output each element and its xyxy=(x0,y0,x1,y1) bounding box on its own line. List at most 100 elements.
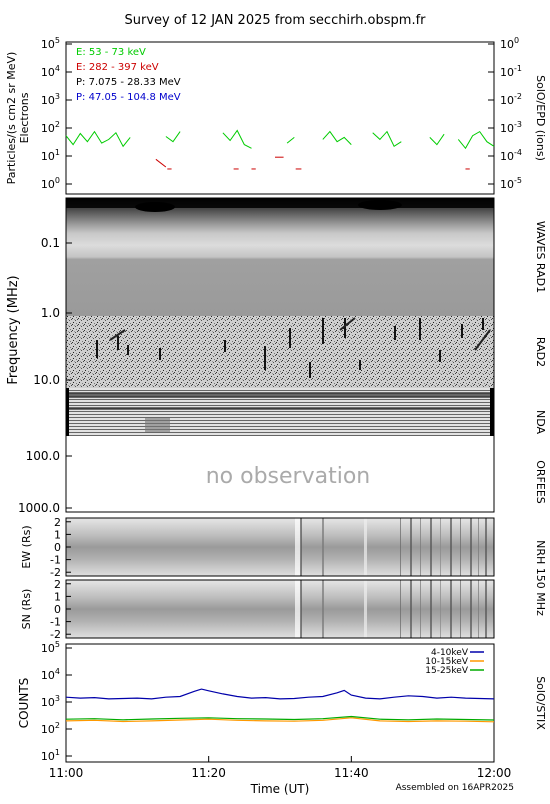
nda-edge-right xyxy=(490,388,494,436)
nrh-ew-panel: 210-1-2 EW (Rs) xyxy=(20,516,495,579)
stix-tick-label: 104 xyxy=(41,667,60,682)
nrh-stripe xyxy=(460,518,461,576)
nrh-stripe xyxy=(460,580,461,638)
nrh-stripe xyxy=(440,580,441,638)
nrh-stripe xyxy=(295,580,301,638)
radio-tick-label: 100.0 xyxy=(26,449,60,463)
x-tick-label: 11:00 xyxy=(49,766,84,780)
epd-tick-label-right: 10-5 xyxy=(500,176,522,191)
x-tick-label: 11:20 xyxy=(191,766,226,780)
epd-tick-label-left: 103 xyxy=(41,92,60,107)
label-nrh: NRH 150 MHz xyxy=(534,540,547,616)
nrh-sn-image xyxy=(65,579,495,639)
stix-tick-label: 103 xyxy=(41,694,60,709)
legend-electron-high: E: 282 - 397 keV xyxy=(76,62,159,73)
stix-line-0 xyxy=(65,688,495,700)
legend-proton-low: P: 7.075 - 28.33 MeV xyxy=(76,77,181,88)
stix-line-1 xyxy=(65,717,495,723)
nrh-stripe xyxy=(450,580,452,638)
nrh-stripe xyxy=(485,518,487,576)
nrh-tick-label: 1 xyxy=(54,590,61,603)
rad1-dark-blob-2 xyxy=(358,200,402,210)
epd-y-ticks-right: 100 10-1 10-2 10-3 10-4 10-5 xyxy=(488,36,522,191)
nrh-sn-stripes xyxy=(295,580,487,638)
nda-spot xyxy=(145,418,170,432)
x-tick-label: 11:40 xyxy=(334,766,369,780)
rad2-bursts xyxy=(96,317,491,378)
nrh-stripe xyxy=(420,518,421,576)
label-nda: NDA xyxy=(534,410,547,435)
epd-right-label: SolO/EPD (ions) xyxy=(534,75,547,161)
radio-tick-label: 10.0 xyxy=(33,373,60,387)
epd-electron-low-line xyxy=(457,130,495,150)
stix-line-2 xyxy=(65,715,495,721)
radio-tick-label: 1000.0 xyxy=(18,501,60,515)
nda-dark-band-2 xyxy=(66,407,494,410)
legend-electron-low: E: 53 - 73 keV xyxy=(76,47,146,58)
page-title: Survey of 12 JAN 2025 from secchirh.obsp… xyxy=(125,13,427,28)
radio-panel: 0.1 1.0 10.0 100.0 1000.0 no observation Fre… xyxy=(6,197,547,515)
waves-rad1-image xyxy=(66,198,494,316)
radio-y-ticks: 0.1 1.0 10.0 100.0 1000.0 xyxy=(18,236,72,515)
stix-panel: 105 104 103 102 101 4-10keV 10-15keV 15-25ke… xyxy=(17,640,547,763)
assembled-note: Assembled on 16APR2025 xyxy=(396,783,514,793)
nda-dark-band xyxy=(66,392,494,398)
label-orfees: ORFEES xyxy=(534,460,547,504)
epd-electron-low-line xyxy=(322,130,352,145)
nrh-stripe xyxy=(410,580,412,638)
radio-frame xyxy=(65,197,495,513)
nrh-stripe xyxy=(295,518,301,576)
epd-electron-low-line xyxy=(65,130,131,148)
nrh-stripe xyxy=(364,580,367,638)
stix-y-ticks: 105 104 103 102 101 xyxy=(41,640,72,763)
label-rad2: RAD2 xyxy=(534,337,547,367)
nrh-stripe xyxy=(470,518,472,576)
x-tick-label: 12:00 xyxy=(477,766,512,780)
nrh-stripe xyxy=(478,518,479,576)
radio-tick-label: 0.1 xyxy=(41,236,60,250)
nrh-tick-label: -1 xyxy=(50,616,61,629)
stix-right-label: SolO/STIX xyxy=(534,676,547,730)
epd-tick-label-left: 101 xyxy=(41,148,60,163)
epd-tick-label-right: 10-2 xyxy=(500,92,522,107)
stix-tick-label: 101 xyxy=(41,748,60,763)
rad2-image xyxy=(66,316,494,388)
nrh-tick-label: 0 xyxy=(54,603,61,616)
epd-electron-low-line xyxy=(222,129,252,149)
nrh-stripe xyxy=(400,580,401,638)
rad1-top-band xyxy=(66,198,494,208)
nrh-sn-panel: 210-1-2 SN (Rs) NRH 150 MHz xyxy=(20,540,547,641)
epd-frame xyxy=(65,41,495,195)
epd-tick-label-left: 102 xyxy=(41,120,60,135)
stix-tick-label: 105 xyxy=(41,640,60,655)
epd-electron-low-line xyxy=(372,130,402,148)
nrh-sn-y-ticks: 210-1-2 xyxy=(50,578,71,641)
no-observation-text: no observation xyxy=(206,464,371,489)
stix-legend-15-25: 15-25keV xyxy=(425,666,469,676)
epd-tick-label-left: 100 xyxy=(41,176,60,191)
x-axis-ticks: 11:00 11:20 11:40 12:00 xyxy=(49,756,512,780)
epd-y-ticks-left: 105 104 103 102 101 100 xyxy=(41,36,72,191)
radio-tick-label: 1.0 xyxy=(41,306,60,320)
epd-tick-label-right: 10-3 xyxy=(500,120,522,135)
nrh-stripe xyxy=(485,580,487,638)
rad1-dark-blob xyxy=(135,202,175,212)
nrh-stripe xyxy=(430,580,432,638)
epd-series xyxy=(65,129,495,170)
nrh-ew-ylabel: EW (Rs) xyxy=(20,525,33,568)
nrh-sn-ylabel: SN (Rs) xyxy=(20,589,33,630)
epd-tick-label-left: 104 xyxy=(41,64,60,79)
stix-legend-4-10: 4-10keV xyxy=(431,648,469,658)
nrh-ew-stripes xyxy=(295,518,487,576)
nrh-stripe xyxy=(430,518,432,576)
nrh-stripe xyxy=(440,518,441,576)
nrh-tick-label: -2 xyxy=(50,628,61,641)
label-waves-rad1: WAVES RAD1 xyxy=(534,221,547,293)
nrh-stripe xyxy=(478,580,479,638)
nrh-tick-label: -2 xyxy=(50,566,61,579)
orfees-area xyxy=(66,436,494,512)
nrh-stripe xyxy=(450,518,452,576)
nrh-stripe xyxy=(400,518,401,576)
